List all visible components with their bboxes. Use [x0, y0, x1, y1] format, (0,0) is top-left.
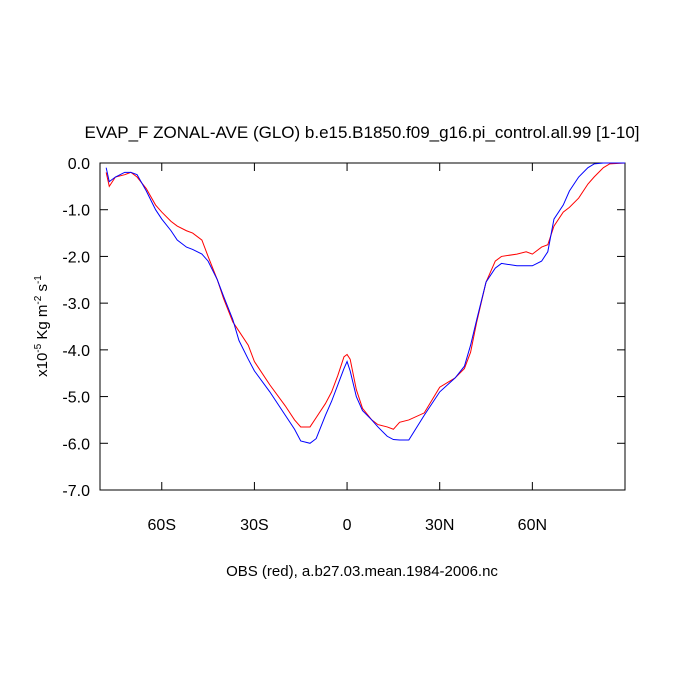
- y-label-part: x10: [34, 353, 51, 377]
- chart-title: EVAP_F ZONAL-AVE (GLO) b.e15.B1850.f09_g…: [84, 123, 639, 142]
- y-label-part: s: [34, 284, 51, 296]
- series-line: [105, 162, 625, 444]
- y-axis-label: x10-5 Kg m-2 s-1: [33, 275, 51, 377]
- y-label-sup: -2: [33, 295, 44, 304]
- y-tick-label: -2.0: [62, 249, 90, 266]
- y-tick-label: 0.0: [68, 156, 90, 173]
- y-label-sup: -5: [33, 343, 44, 352]
- x-tick-label: 30N: [425, 517, 454, 534]
- y-tick-label: -3.0: [62, 296, 90, 313]
- series-line: [105, 162, 626, 430]
- y-tick-label: -6.0: [62, 436, 90, 453]
- y-label-sup: -1: [33, 275, 44, 284]
- y-label-part: Kg m: [34, 305, 51, 344]
- x-tick-label: 0: [343, 517, 352, 534]
- y-tick-label: -1.0: [62, 203, 90, 220]
- x-tick-label: 60N: [518, 517, 547, 534]
- y-tick-label: -4.0: [62, 343, 90, 360]
- y-tick-label: -7.0: [62, 483, 90, 500]
- x-tick-label: 30S: [240, 517, 268, 534]
- plot-frame: [99, 162, 626, 491]
- x-tick-label: 60S: [148, 517, 176, 534]
- y-tick-label: -5.0: [62, 390, 90, 407]
- x-axis-label: OBS (red), a.b27.03.mean.1984-2006.nc: [226, 563, 498, 580]
